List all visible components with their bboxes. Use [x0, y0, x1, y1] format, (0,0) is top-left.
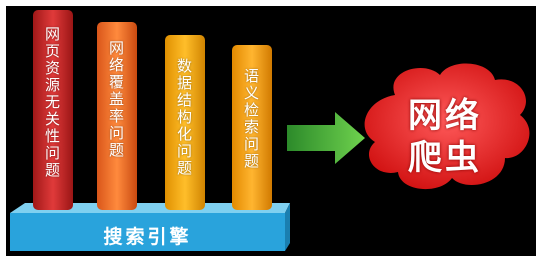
pillar-label: 数据结构化问题 — [176, 58, 192, 177]
platform-label: 搜索引擎 — [10, 225, 285, 249]
pillar-label: 网络覆盖率问题 — [108, 40, 124, 159]
pillar-label: 语义检索问题 — [243, 68, 259, 170]
diagram: 网页资源无关性问题 网络覆盖率问题 数据结构化问题 语义检索问题 搜索引擎 网络… — [0, 0, 541, 262]
pillar-label: 网页资源无关性问题 — [44, 26, 60, 179]
cloud-label: 爬虫 — [370, 130, 520, 179]
